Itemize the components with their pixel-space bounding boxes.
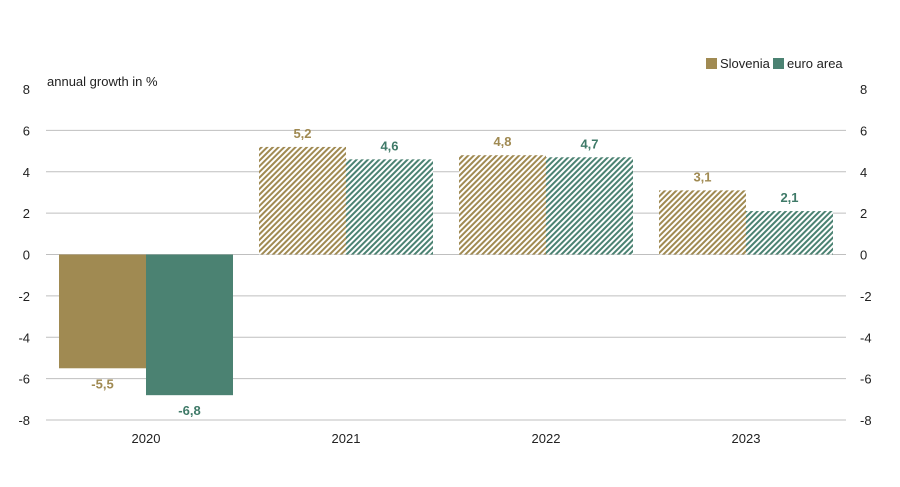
y-tick-label-right: -8 xyxy=(860,413,872,428)
x-tick-label: 2020 xyxy=(132,431,161,446)
data-label: 3,1 xyxy=(693,169,711,184)
y-tick-label-right: 4 xyxy=(860,165,867,180)
data-label: -6,8 xyxy=(178,403,200,418)
x-tick-label: 2021 xyxy=(332,431,361,446)
y-tick-label: -8 xyxy=(18,413,30,428)
y-tick-label-right: -2 xyxy=(860,289,872,304)
y-axis-left: 8 6 4 2 0 -2 -4 -6 -8 xyxy=(18,82,30,428)
data-label: -5,5 xyxy=(91,376,113,391)
legend-swatch xyxy=(706,58,717,69)
bar-slovenia-2023 xyxy=(659,190,746,255)
bar-slovenia-2021 xyxy=(259,146,346,255)
y-tick-label-right: 0 xyxy=(860,248,867,263)
y-tick-label: 0 xyxy=(23,248,30,263)
legend-label: Slovenia xyxy=(720,56,771,71)
y-axis-right: 8 6 4 2 0 -2 -4 -6 -8 xyxy=(860,82,872,428)
data-label: 4,7 xyxy=(580,136,598,151)
bars xyxy=(59,146,833,396)
bar-euro-area-2023 xyxy=(746,211,833,255)
y-tick-label: -2 xyxy=(18,289,30,304)
y-tick-label: 2 xyxy=(23,206,30,221)
data-label: 4,6 xyxy=(380,138,398,153)
bar-slovenia-2020 xyxy=(59,254,146,369)
y-tick-label: 6 xyxy=(23,123,30,138)
y-tick-label: 4 xyxy=(23,165,30,180)
bar-euro-area-2021 xyxy=(346,159,433,255)
y-tick-label: -6 xyxy=(18,372,30,387)
y-tick-label: 8 xyxy=(23,82,30,97)
legend: Slovenia euro area xyxy=(706,56,843,71)
data-label: 4,8 xyxy=(493,134,511,149)
data-label: 5,2 xyxy=(293,126,311,141)
bar-euro-area-2020 xyxy=(146,254,233,396)
y-tick-label: -4 xyxy=(18,330,30,345)
category-labels: 2020 2021 2022 2023 xyxy=(132,431,761,446)
y-tick-label-right: 8 xyxy=(860,82,867,97)
x-tick-label: 2023 xyxy=(732,431,761,446)
x-tick-label: 2022 xyxy=(532,431,561,446)
y-tick-label-right: -6 xyxy=(860,372,872,387)
data-labels: -5,5 -6,8 5,2 4,6 4,8 4,7 3,1 2,1 xyxy=(91,126,798,418)
y-tick-label-right: 6 xyxy=(860,123,867,138)
legend-label: euro area xyxy=(787,56,843,71)
bar-euro-area-2022 xyxy=(546,157,633,255)
y-axis-label: annual growth in % xyxy=(47,74,158,89)
data-label: 2,1 xyxy=(780,190,798,205)
y-tick-label-right: -4 xyxy=(860,330,872,345)
bar-slovenia-2022 xyxy=(459,155,546,255)
y-tick-label-right: 2 xyxy=(860,206,867,221)
legend-swatch xyxy=(773,58,784,69)
